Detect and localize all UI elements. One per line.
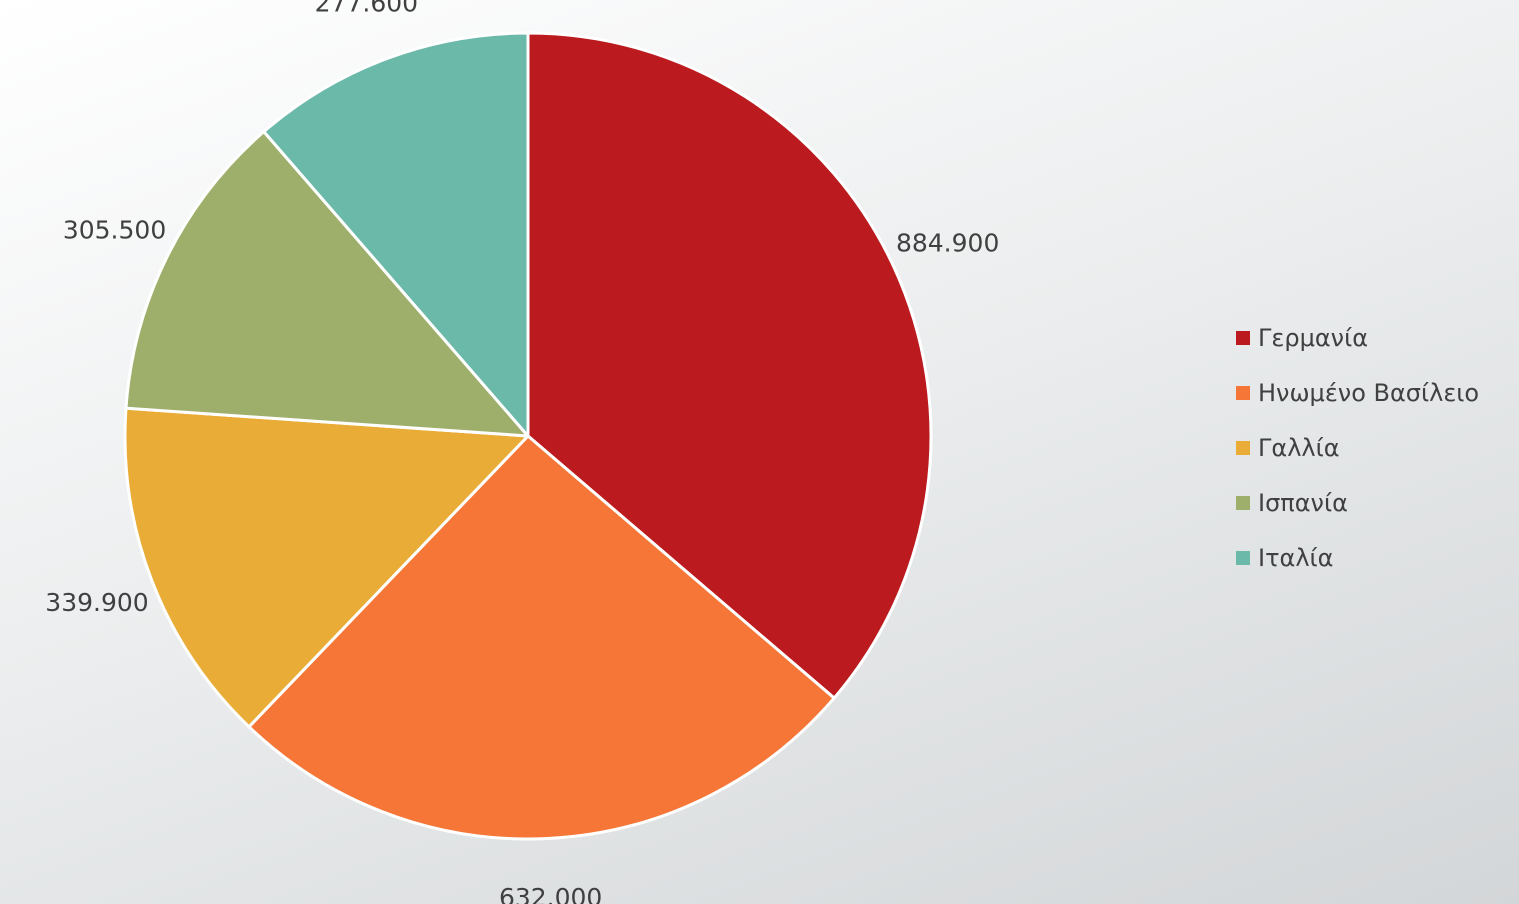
legend-label: Γερμανία [1258, 323, 1369, 352]
pie-slice-germany [526, 31, 933, 700]
legend-item-germany: Γερμανία [1236, 310, 1479, 365]
data-labels: 884.900 632.000 339.900 305.500 277.600 [45, 0, 999, 904]
data-label-italy: 277.600 [315, 0, 418, 18]
pie-slices [123, 31, 933, 841]
data-label-germany: 884.900 [896, 228, 999, 257]
legend-swatch [1236, 495, 1250, 510]
legend-item-italy: Ιταλία [1236, 530, 1479, 585]
legend-swatch [1236, 330, 1250, 345]
legend: Γερμανία Ηνωμένο Βασίλειο Γαλλία Ισπανία… [1236, 310, 1479, 585]
data-label-france: 339.900 [45, 588, 148, 617]
legend-swatch [1236, 385, 1250, 400]
legend-swatch [1236, 550, 1250, 565]
legend-label: Ηνωμένο Βασίλειο [1258, 378, 1480, 407]
legend-item-spain: Ισπανία [1236, 475, 1479, 530]
legend-label: Γαλλία [1258, 433, 1340, 462]
pie-slice-spain [124, 130, 530, 438]
legend-label: Ισπανία [1258, 488, 1348, 517]
pie-slice-france [123, 406, 530, 729]
data-label-spain: 305.500 [63, 215, 166, 244]
data-label-united-kingdom: 632.000 [499, 883, 602, 904]
legend-label: Ιταλία [1258, 543, 1334, 572]
pie-slice-united-kingdom [247, 434, 836, 841]
legend-swatch [1236, 440, 1250, 455]
pie-slice-italy [262, 31, 530, 438]
legend-item-france: Γαλλία [1236, 420, 1479, 475]
legend-item-united-kingdom: Ηνωμένο Βασίλειο [1236, 365, 1479, 420]
